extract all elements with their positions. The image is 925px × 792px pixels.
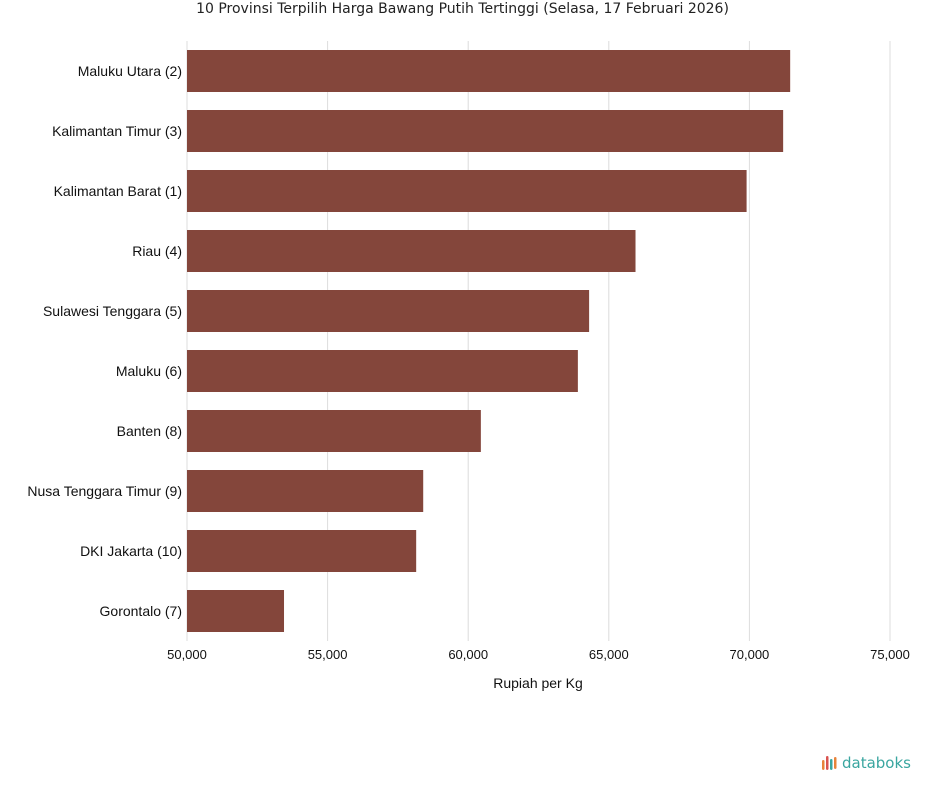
x-tick-label: 55,000 xyxy=(308,647,348,662)
bar xyxy=(187,290,590,332)
bar xyxy=(187,470,424,512)
bar xyxy=(187,110,784,152)
databoks-icon xyxy=(822,756,837,770)
category-labels: Maluku Utara (2) Kalimantan Timur (3) Kali… xyxy=(27,63,182,619)
x-tick-label: 60,000 xyxy=(448,647,488,662)
bar xyxy=(187,170,747,212)
category-label: Nusa Tenggara Timur (9) xyxy=(27,483,182,499)
bar xyxy=(187,350,578,392)
logo-bar xyxy=(834,757,837,769)
category-label: Banten (8) xyxy=(117,423,182,439)
databoks-brand-text: databoks xyxy=(842,754,911,772)
logo-bar xyxy=(830,759,833,770)
x-tick-labels: 50,000 55,000 60,000 65,000 70,000 75,000 xyxy=(167,647,910,662)
bar xyxy=(187,530,417,572)
category-label: Kalimantan Timur (3) xyxy=(52,123,182,139)
category-label: Riau (4) xyxy=(132,243,182,259)
x-tick-label: 50,000 xyxy=(167,647,207,662)
x-tick-label: 70,000 xyxy=(730,647,770,662)
category-label: Maluku (6) xyxy=(116,363,182,379)
logo-bar xyxy=(822,760,825,770)
bar xyxy=(187,230,636,272)
category-label: Sulawesi Tenggara (5) xyxy=(43,303,182,319)
bar xyxy=(187,590,285,632)
category-label: Gorontalo (7) xyxy=(100,603,182,619)
category-label: Kalimantan Barat (1) xyxy=(54,183,182,199)
category-label: Maluku Utara (2) xyxy=(78,63,182,79)
chart-title: 10 Provinsi Terpilih Harga Bawang Putih … xyxy=(196,1,729,17)
category-label: DKI Jakarta (10) xyxy=(80,543,182,559)
databoks-logo: databoks xyxy=(821,754,911,772)
bars xyxy=(187,50,791,632)
logo-bar xyxy=(826,756,829,770)
x-tick-label: 65,000 xyxy=(589,647,629,662)
bar xyxy=(187,50,791,92)
bar xyxy=(187,410,481,452)
x-axis-label: Rupiah per Kg xyxy=(493,675,583,691)
x-tick-label: 75,000 xyxy=(870,647,910,662)
